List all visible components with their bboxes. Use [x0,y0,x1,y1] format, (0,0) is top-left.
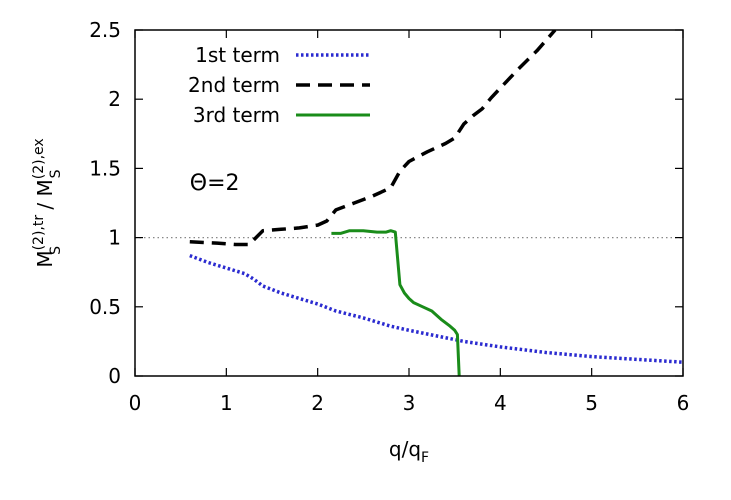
y-tick-label: 2 [108,87,121,111]
y-tick-label: 2.5 [89,18,121,42]
y-label-sep: / [33,197,57,216]
legend-label: 1st term [195,43,280,67]
series-line-1 [189,253,683,364]
y-label-den-sup: (2),ex [31,138,47,179]
series-line-3 [331,229,461,376]
x-tick-label: 5 [585,391,598,415]
y-label-num-base: M [33,250,57,267]
series-line-2 [189,30,557,247]
y-tick-label: 1 [108,226,121,250]
y-label-num-sup: (2),tr [31,215,47,251]
y-label-num-sub: S [48,246,64,255]
x-tick-label: 0 [129,391,142,415]
y-axis-label: M(2),trS / M(2),exS [31,138,64,267]
theta-annotation: Θ=2 [190,171,240,196]
y-tick-label: 0 [108,364,121,388]
y-tick-label: 0.5 [89,295,121,319]
x-axis-label: q/qF [389,437,429,466]
legend-label: 3rd term [193,103,280,127]
x-tick-label: 3 [403,391,416,415]
legend: 1st term 2nd term 3rd term [188,43,370,127]
legend-label: 2nd term [188,73,280,97]
x-tick-label: 4 [494,391,507,415]
x-axis-label-base: q/q [389,437,421,461]
x-tick-label: 1 [220,391,233,415]
x-axis-label-sub: F [421,450,429,466]
y-label-den-base: M [33,179,57,196]
y-tick-label: 1.5 [89,156,121,180]
y-label-den-sub: S [48,169,64,178]
x-tick-label: 2 [311,391,324,415]
tick-layer: 0 1 2 3 4 5 6 0 0.5 1 1.5 2 2.5 [89,18,689,415]
series-layer [189,30,683,376]
x-tick-label: 6 [677,391,690,415]
